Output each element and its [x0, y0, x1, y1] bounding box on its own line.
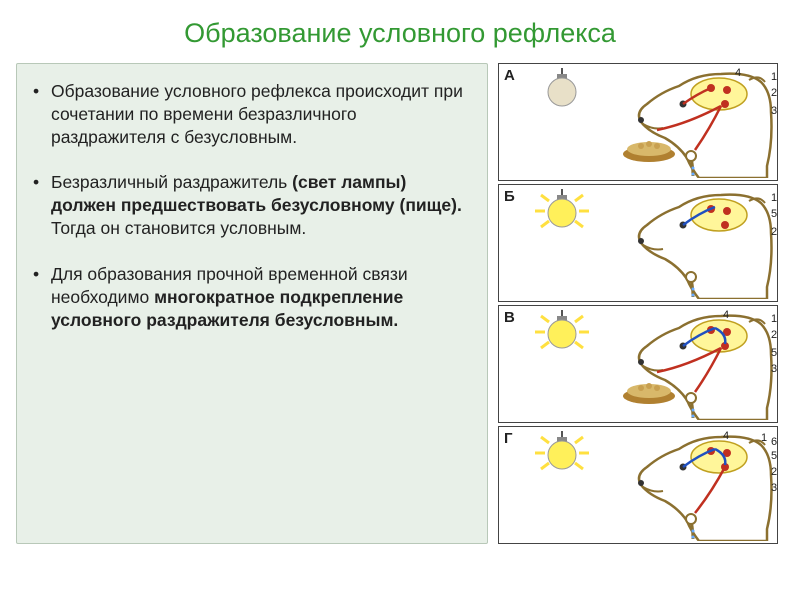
bulb-on-icon	[535, 189, 591, 237]
text-panel: Образование условного рефлекса происходи…	[16, 63, 488, 544]
dog-svg: 4 16 5 2 3	[587, 427, 777, 541]
bullet-list: Образование условного рефлекса происходи…	[33, 80, 471, 332]
dog-svg: 1 5 2	[587, 185, 777, 299]
svg-text:4: 4	[735, 67, 741, 79]
svg-text:2: 2	[771, 226, 777, 238]
bullet-item: Образование условного рефлекса происходи…	[33, 80, 471, 149]
svg-text:5: 5	[771, 347, 777, 359]
bullet-text: Безразличный раздражитель	[51, 172, 292, 192]
page-title: Образование условного рефлекса	[0, 0, 800, 63]
svg-text:3: 3	[771, 482, 777, 494]
bullet-item: Безразличный раздражитель (свет лампы) д…	[33, 171, 471, 240]
bulb-svg	[535, 68, 591, 116]
dog-svg: 4 1 2 3	[587, 64, 777, 178]
svg-text:5: 5	[771, 450, 777, 462]
svg-text:1: 1	[771, 192, 777, 204]
diagram-cell: Б 1 5 2	[498, 184, 778, 302]
svg-text:3: 3	[771, 363, 777, 375]
bullet-item: Для образования прочной временной связи …	[33, 263, 471, 332]
diagram-cell: А 4 1 2 3	[498, 63, 778, 181]
svg-text:2: 2	[771, 329, 777, 341]
panel-label: Г	[504, 430, 513, 447]
diagram-cell: Г 4 16 5	[498, 426, 778, 544]
svg-text:1: 1	[771, 313, 777, 325]
svg-text:5: 5	[771, 208, 777, 220]
svg-text:6: 6	[771, 436, 777, 448]
svg-text:4: 4	[723, 430, 729, 442]
diagram-panel: А 4 1 2 3 Б	[498, 63, 778, 544]
bulb-on-icon	[535, 431, 591, 479]
content-row: Образование условного рефлекса происходи…	[0, 63, 800, 544]
bullet-text: Тогда он становится условным.	[51, 218, 306, 238]
panel-label: А	[504, 67, 515, 84]
svg-text:2: 2	[771, 466, 777, 478]
svg-text:2: 2	[771, 87, 777, 99]
svg-text:1: 1	[761, 432, 767, 444]
bulb-on-icon	[535, 310, 591, 358]
dog-svg: 4 1 2 5 3	[587, 306, 777, 420]
svg-text:1: 1	[771, 71, 777, 83]
bulb-off-icon	[535, 68, 591, 116]
bulb-svg	[535, 431, 591, 479]
bulb-svg	[535, 189, 591, 237]
diagram-cell: В	[498, 305, 778, 423]
svg-text:3: 3	[771, 105, 777, 117]
bulb-svg	[535, 310, 591, 358]
svg-text:4: 4	[723, 309, 729, 321]
panel-label: Б	[504, 188, 515, 205]
bullet-text: Образование условного рефлекса происходи…	[51, 81, 463, 147]
panel-label: В	[504, 309, 515, 326]
